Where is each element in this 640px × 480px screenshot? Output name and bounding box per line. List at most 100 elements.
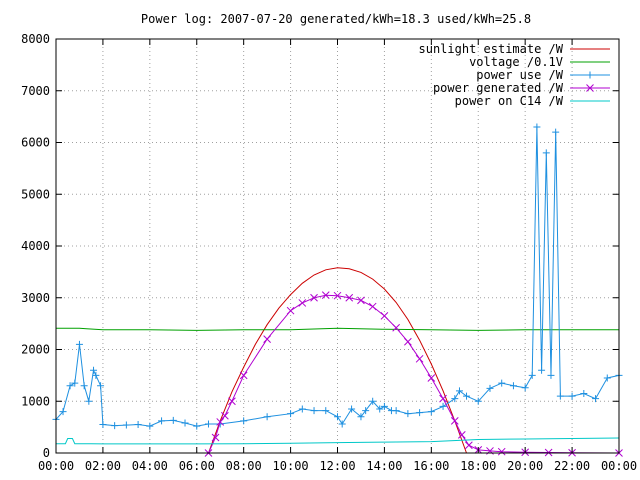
data-point bbox=[298, 299, 307, 307]
data-point bbox=[416, 409, 424, 417]
y-tick-label: 5000 bbox=[21, 187, 50, 201]
data-point bbox=[486, 384, 494, 392]
data-point bbox=[287, 410, 295, 418]
data-point bbox=[368, 302, 377, 311]
x-tick-label: 02:00 bbox=[85, 459, 121, 473]
data-point bbox=[80, 382, 88, 390]
data-point bbox=[568, 392, 576, 400]
data-point bbox=[509, 382, 517, 390]
data-point bbox=[538, 366, 546, 374]
data-point bbox=[376, 405, 384, 413]
plot-area bbox=[52, 123, 623, 457]
data-point bbox=[603, 374, 611, 382]
data-point bbox=[334, 413, 341, 421]
data-point bbox=[357, 413, 365, 421]
data-point bbox=[451, 395, 459, 403]
data-point bbox=[474, 397, 482, 405]
data-point bbox=[463, 392, 471, 400]
x-tick-label: 04:00 bbox=[132, 459, 168, 473]
data-point bbox=[439, 394, 447, 403]
series-line bbox=[56, 327, 619, 331]
data-point bbox=[415, 354, 424, 363]
y-tick-label: 4000 bbox=[21, 239, 50, 253]
data-point bbox=[240, 417, 248, 425]
data-point bbox=[193, 422, 201, 430]
data-point bbox=[439, 402, 447, 410]
data-point bbox=[239, 371, 248, 380]
data-point bbox=[310, 293, 318, 302]
data-point bbox=[392, 323, 400, 332]
data-point bbox=[544, 448, 553, 457]
y-tick-label: 2000 bbox=[21, 343, 50, 357]
y-tick-label: 8000 bbox=[21, 32, 50, 46]
legend-label: power generated /W bbox=[433, 81, 564, 95]
data-point bbox=[547, 371, 555, 379]
x-tick-label: 00:00 bbox=[38, 459, 74, 473]
data-point bbox=[286, 306, 295, 315]
x-tick-label: 20:00 bbox=[507, 459, 543, 473]
data-point bbox=[380, 312, 389, 320]
grid bbox=[56, 39, 619, 453]
data-point bbox=[586, 71, 594, 79]
series-line bbox=[56, 437, 620, 445]
data-point bbox=[450, 417, 459, 425]
data-point bbox=[181, 419, 189, 427]
data-point bbox=[521, 384, 529, 392]
data-point bbox=[211, 433, 220, 442]
data-point bbox=[122, 421, 130, 429]
x-tick-label: 12:00 bbox=[319, 459, 355, 473]
y-tick-label: 3000 bbox=[21, 291, 50, 305]
data-point bbox=[97, 382, 105, 390]
data-point bbox=[345, 293, 354, 302]
data-point bbox=[90, 366, 98, 374]
legend-label: power on C14 /W bbox=[455, 94, 564, 108]
x-tick-label: 08:00 bbox=[226, 459, 262, 473]
data-point bbox=[348, 405, 356, 413]
data-point bbox=[552, 128, 560, 136]
data-point bbox=[556, 392, 564, 400]
series-line bbox=[208, 294, 620, 454]
data-point bbox=[263, 335, 271, 344]
legend-label: voltage /0.1V bbox=[469, 55, 563, 69]
axes: 0 1000 2000 3000 4000 5000 6000 7000 8000 00:00 02… bbox=[21, 32, 637, 473]
data-point bbox=[221, 411, 229, 420]
data-point bbox=[533, 123, 541, 131]
data-point bbox=[542, 149, 550, 157]
data-point bbox=[457, 431, 466, 439]
data-point bbox=[134, 421, 142, 429]
data-point bbox=[146, 422, 154, 430]
data-point bbox=[204, 420, 212, 428]
data-point bbox=[362, 407, 370, 415]
data-point bbox=[465, 441, 473, 450]
x-tick-label: 14:00 bbox=[366, 459, 402, 473]
x-tick-label: 06:00 bbox=[179, 459, 215, 473]
data-point bbox=[369, 397, 377, 405]
data-point bbox=[66, 382, 74, 390]
data-point bbox=[99, 421, 107, 429]
data-point bbox=[59, 408, 67, 416]
data-point bbox=[580, 389, 588, 397]
x-tick-label: 22:00 bbox=[554, 459, 590, 473]
data-point bbox=[333, 291, 342, 300]
series-0 bbox=[208, 267, 467, 454]
data-point bbox=[427, 408, 435, 416]
x-tick-label: 00:00 bbox=[601, 459, 637, 473]
chart-title: Power log: 2007-07-20 generated/kWh=18.3… bbox=[141, 12, 531, 26]
legend-label: sunlight estimate /W bbox=[419, 42, 564, 56]
y-tick-label: 0 bbox=[43, 446, 50, 460]
series-3 bbox=[204, 291, 623, 457]
x-tick-label: 18:00 bbox=[460, 459, 496, 473]
legend-label: power use /W bbox=[476, 68, 563, 82]
data-point bbox=[498, 379, 506, 387]
series-1 bbox=[56, 327, 619, 331]
data-point bbox=[427, 374, 436, 382]
data-point bbox=[75, 340, 83, 348]
data-point bbox=[216, 418, 225, 426]
data-point bbox=[322, 407, 330, 415]
y-tick-label: 7000 bbox=[21, 84, 50, 98]
x-tick-label: 16:00 bbox=[413, 459, 449, 473]
data-point bbox=[380, 402, 388, 410]
y-tick-label: 1000 bbox=[21, 394, 50, 408]
